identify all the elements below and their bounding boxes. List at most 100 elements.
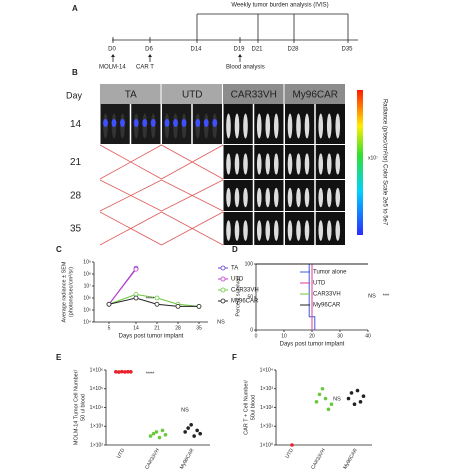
category-label: CAR33VH (144, 447, 161, 470)
cross (99, 211, 162, 246)
row-header: Day (66, 90, 83, 100)
series-line (256, 263, 313, 330)
category-label: My96CAR (342, 447, 359, 470)
mouse (287, 187, 293, 208)
category-label: My96CAR (179, 447, 196, 470)
x-tick-label: 30 (337, 333, 343, 339)
mouse (326, 187, 332, 208)
dot (314, 400, 319, 404)
mouse (304, 220, 310, 241)
mouse (304, 187, 310, 208)
y-tick-label: 10⁷ (84, 283, 92, 289)
y-tick-label: 1×10² (260, 405, 273, 411)
mouse (226, 113, 231, 139)
column-header (223, 84, 284, 104)
mouse (243, 113, 248, 139)
panel-letter: D (232, 245, 238, 254)
signal (150, 119, 156, 127)
group-label: CAR33VH (231, 90, 277, 101)
x-tick-label: 40 (365, 333, 371, 339)
signal (111, 119, 117, 127)
point (154, 301, 160, 307)
mouse (256, 187, 262, 208)
panel-letter: A (72, 4, 78, 13)
day-row-label: 35 (70, 224, 82, 235)
series-line (256, 263, 316, 330)
y-axis-label: Average radiance ± SEM (61, 261, 67, 322)
y-tick-label: 10⁸ (83, 271, 91, 277)
y-tick-label: 1×10⁶ (90, 367, 103, 373)
group-label: UTD (182, 90, 203, 101)
mouse (304, 113, 310, 139)
dot (117, 370, 121, 374)
day-row-label: 14 (70, 119, 82, 130)
mouse (326, 113, 332, 139)
cross (161, 144, 224, 180)
significance: **** (146, 296, 155, 302)
x-tick-label: 28 (175, 325, 181, 331)
day-label: D0 (108, 47, 116, 53)
colorbar-unit: x10⁷ (368, 155, 378, 161)
mouse (335, 113, 341, 139)
dot (157, 435, 162, 440)
arrow-head (238, 54, 242, 57)
cross (161, 211, 224, 246)
legend-label: TA (231, 266, 238, 272)
mouse (318, 153, 324, 175)
mouse (273, 153, 279, 175)
mouse (226, 220, 231, 241)
series-line (108, 268, 137, 305)
mouse (265, 113, 271, 139)
signal (212, 119, 218, 127)
dot (323, 396, 328, 401)
mouse (256, 113, 262, 139)
legend-label: CAR33VH (231, 288, 259, 294)
point (154, 295, 160, 301)
dot (346, 396, 351, 401)
axes (105, 370, 210, 446)
mouse (335, 187, 341, 208)
cross (99, 179, 162, 212)
event-label: MOLM-14 (99, 65, 126, 71)
colorbar-label: Radiance (p/sec/cm²/sr) Color Scale 2e5 … (381, 99, 387, 226)
x-tick-label: 10 (281, 333, 287, 339)
y-tick-label: 10⁶ (83, 295, 91, 301)
legend-label: CAR33VH (313, 292, 341, 298)
y-axis-label: 50ul blood (250, 395, 256, 420)
dot (349, 391, 354, 395)
x-tick-label: 5 (108, 325, 111, 331)
signal (164, 119, 170, 127)
mouse (335, 220, 341, 241)
significance: NS (333, 396, 341, 402)
day-row-label: 28 (70, 191, 82, 202)
y-tick-label: 1×10⁰ (260, 442, 273, 448)
day-row-label: 21 (70, 157, 82, 168)
dot (163, 432, 168, 437)
mouse (256, 220, 262, 241)
mouse (287, 220, 293, 241)
signal (133, 119, 139, 127)
dot (195, 428, 199, 433)
column-header (284, 84, 345, 104)
mouse (226, 187, 231, 208)
dot (192, 434, 196, 438)
mouse (296, 153, 301, 175)
y-axis-label: 50 ul blood (80, 394, 86, 421)
mouse (243, 153, 248, 175)
mouse (326, 220, 332, 241)
mouse (243, 187, 248, 208)
dot (198, 431, 202, 436)
signal (103, 119, 108, 127)
mouse (287, 113, 293, 139)
significance: NS (217, 319, 225, 325)
mouse (326, 153, 332, 175)
mouse (318, 220, 324, 241)
column-header (161, 84, 222, 104)
y-tick-label: 1×10³ (90, 424, 103, 430)
y-tick-label: 10⁴ (83, 319, 91, 325)
signal (120, 119, 125, 127)
dot (129, 370, 133, 374)
dot (352, 402, 357, 406)
dot (151, 431, 156, 436)
